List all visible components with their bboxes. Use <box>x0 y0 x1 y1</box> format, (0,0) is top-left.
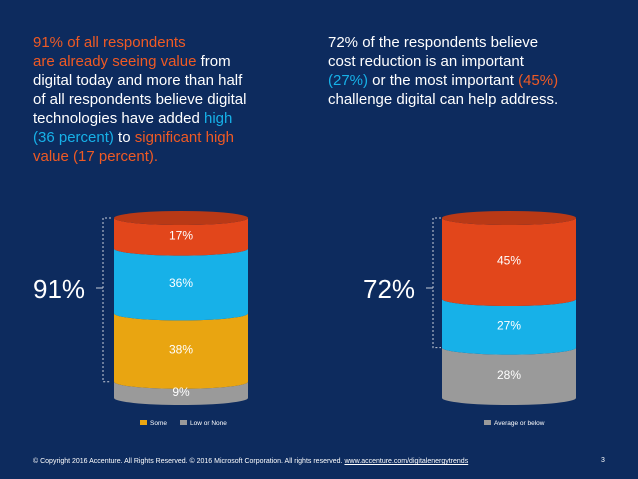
legend-swatch <box>180 420 187 425</box>
segment-label: 17% <box>169 228 193 242</box>
legend-label: Average or below <box>494 420 545 427</box>
segment-value-36 <box>114 248 248 321</box>
segment-label: 9% <box>172 385 190 399</box>
left-line-6b: to <box>113 129 135 146</box>
legend-label: Low or None <box>190 420 227 427</box>
cylinder-top <box>442 211 576 225</box>
chart-right: 28% 27% 45% Average or below <box>426 211 576 427</box>
left-line-4: of all respondents believe digital <box>33 91 247 108</box>
legend-label: Some <box>150 420 167 427</box>
legend-swatch <box>484 420 491 425</box>
right-line-3c: (45%) <box>518 72 559 89</box>
segment-some <box>114 313 248 389</box>
segment-average-or-below <box>442 347 576 405</box>
right-line-3a: (27%) <box>328 72 369 89</box>
legend-swatch <box>140 420 147 425</box>
footer-link[interactable]: www.accenture.com/digitalenergytrends <box>344 458 469 465</box>
page-number: 3 <box>601 457 605 464</box>
right-line-3b: or the most important <box>368 72 519 89</box>
cylinder-top <box>114 211 248 225</box>
right-line-4: challenge digital can help address. <box>328 91 559 108</box>
left-line-5b: high <box>203 110 233 127</box>
left-line-2: are already seeing value <box>33 53 197 70</box>
footer-copyright: © Copyright 2016 Accenture. All Rights R… <box>33 458 345 465</box>
bracket <box>432 217 441 349</box>
left-line-2b: from <box>196 53 231 70</box>
callout-left: 91% <box>33 274 86 304</box>
left-line-6a: (36 percent) <box>33 129 114 146</box>
callout-right: 72% <box>363 274 416 304</box>
chart-left: 9% 38% 36% 17% Some Low or None <box>96 211 248 427</box>
left-line-6c: significant high <box>134 129 234 146</box>
left-line-1: 91% of all respondents <box>33 34 186 51</box>
left-line-5a: technologies have added <box>33 110 204 127</box>
segment-label: 38% <box>169 343 193 357</box>
segment-value-27 <box>442 299 576 355</box>
left-line-7: value (17 percent). <box>33 148 159 165</box>
right-summary-text: 72% of the respondents believe cost redu… <box>328 33 618 109</box>
segment-low-or-none <box>114 381 248 405</box>
bracket <box>102 217 111 383</box>
left-summary-text: 91% of all respondents are already seein… <box>33 33 303 166</box>
left-line-3: digital today and more than half <box>33 72 243 89</box>
segment-label: 45% <box>497 254 521 268</box>
segment-label: 36% <box>169 276 193 290</box>
segment-label: 27% <box>497 318 521 332</box>
right-line-2: cost reduction is an important <box>328 53 524 70</box>
segment-value-45 <box>442 218 576 306</box>
segment-label: 28% <box>497 368 521 382</box>
segment-value-17 <box>114 218 248 256</box>
footer: © Copyright 2016 Accenture. All Rights R… <box>33 457 613 466</box>
right-line-1: 72% of the respondents believe <box>328 34 539 51</box>
